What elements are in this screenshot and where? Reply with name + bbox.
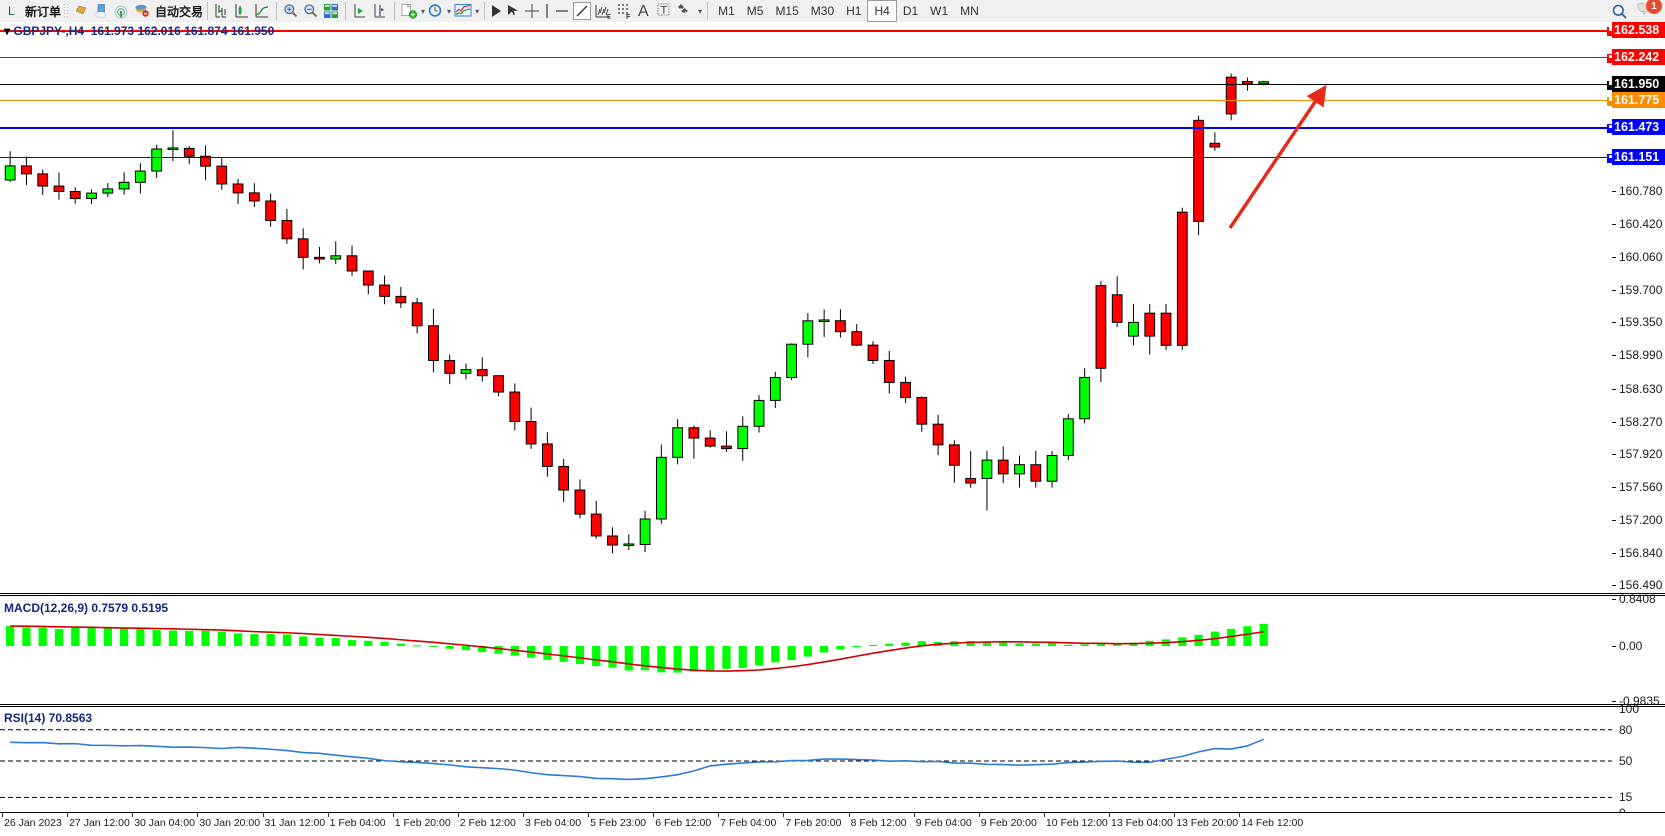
svg-text:T: T — [661, 5, 668, 17]
svg-text:L: L — [8, 4, 15, 18]
svg-text:E: E — [607, 15, 611, 20]
svg-text:A: A — [638, 3, 649, 20]
svg-text:F: F — [626, 14, 631, 19]
